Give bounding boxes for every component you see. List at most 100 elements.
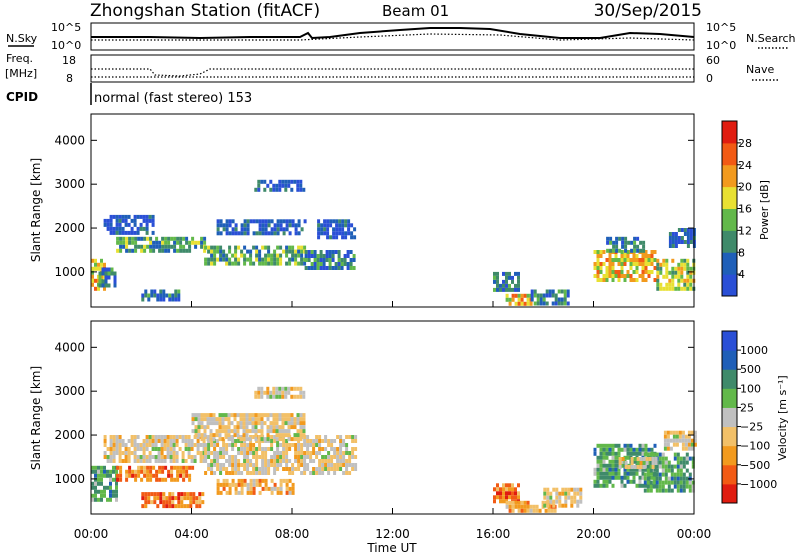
heatmap-cell bbox=[605, 258, 609, 262]
heatmap-cell bbox=[169, 451, 173, 455]
heatmap-cell bbox=[618, 457, 622, 461]
heatmap-cell bbox=[579, 487, 583, 492]
heatmap-cell bbox=[100, 469, 103, 474]
heatmap-cell bbox=[299, 421, 303, 426]
heatmap-cell bbox=[683, 278, 687, 283]
heatmap-cell bbox=[611, 443, 615, 448]
heatmap-cell bbox=[276, 261, 280, 266]
heatmap-cell bbox=[269, 425, 273, 430]
heatmap-cell bbox=[315, 471, 319, 475]
heatmap-cell bbox=[281, 386, 285, 391]
heatmap-cell bbox=[246, 443, 250, 447]
heatmap-cell bbox=[632, 262, 636, 266]
heatmap-cell bbox=[194, 417, 198, 422]
heatmap-cell bbox=[94, 266, 97, 271]
heatmap-cell bbox=[97, 465, 100, 470]
heatmap-cell bbox=[633, 240, 637, 245]
heatmap-cell bbox=[573, 499, 577, 504]
heatmap-cell bbox=[209, 429, 213, 434]
heatmap-cell bbox=[200, 421, 204, 426]
heatmap-cell bbox=[160, 443, 164, 447]
heatmap-cell bbox=[635, 262, 639, 266]
heatmap-cell bbox=[630, 240, 634, 245]
heatmap-cell bbox=[207, 249, 211, 254]
heatmap-cell bbox=[665, 262, 669, 267]
heatmap-cell bbox=[109, 222, 113, 227]
heatmap-cell bbox=[177, 297, 181, 302]
figure-title: Zhongshan Station (fitACF) bbox=[90, 1, 320, 21]
heatmap-cell bbox=[106, 473, 109, 478]
heatmap-cell bbox=[664, 460, 668, 465]
heatmap-cell bbox=[184, 443, 188, 447]
heatmap-cell bbox=[94, 262, 97, 267]
heatmap-cell bbox=[240, 443, 244, 447]
heatmap-cell bbox=[291, 257, 295, 262]
heatmap-cell bbox=[209, 421, 213, 426]
heatmap-cell bbox=[261, 459, 265, 463]
heatmap-cell bbox=[246, 482, 250, 487]
heatmap-cell bbox=[606, 236, 610, 241]
heatmap-cell bbox=[315, 451, 319, 455]
velocity-colorbar-label: Velocity [m s⁻¹] bbox=[776, 375, 789, 460]
heatmap-cell bbox=[683, 282, 687, 287]
heatmap-cell bbox=[335, 231, 339, 236]
heatmap-cell bbox=[609, 236, 613, 241]
heatmap-cell bbox=[276, 219, 280, 224]
heatmap-cell bbox=[94, 286, 97, 291]
heatmap-cell bbox=[533, 293, 537, 298]
heatmap-cell bbox=[261, 261, 265, 266]
heatmap-cell bbox=[666, 438, 670, 443]
heatmap-cell bbox=[682, 484, 686, 489]
heatmap-cell bbox=[673, 476, 677, 481]
heatmap-cell bbox=[144, 496, 148, 501]
heatmap-cell bbox=[216, 459, 220, 463]
heatmap-cell bbox=[130, 226, 134, 231]
heatmap-cell bbox=[296, 417, 300, 422]
heatmap-cell bbox=[172, 439, 176, 443]
heatmap-cell bbox=[94, 481, 97, 486]
heatmap-cell bbox=[180, 492, 184, 497]
heatmap-cell bbox=[266, 437, 270, 442]
heatmap-cell bbox=[127, 439, 131, 443]
heatmap-cell bbox=[106, 455, 110, 459]
heatmap-cell bbox=[249, 486, 253, 491]
heatmap-cell bbox=[155, 469, 159, 474]
heatmap-cell bbox=[270, 219, 274, 224]
heatmap-cell bbox=[605, 483, 609, 488]
heatmap-cell bbox=[213, 471, 217, 475]
heatmap-cell bbox=[228, 223, 232, 228]
heatmap-cell bbox=[246, 219, 250, 224]
heatmap-cell bbox=[335, 235, 339, 240]
heatmap-cell bbox=[163, 459, 167, 463]
colorbar-swatch bbox=[722, 331, 737, 351]
heatmap-cell bbox=[656, 286, 660, 291]
heatmap-cell bbox=[246, 467, 250, 471]
heatmap-cell bbox=[608, 443, 612, 448]
heatmap-cell bbox=[614, 274, 618, 278]
heatmap-cell bbox=[179, 244, 183, 249]
heatmap-cell bbox=[675, 438, 679, 443]
heatmap-cell bbox=[279, 443, 283, 447]
heatmap-cell bbox=[281, 429, 285, 434]
heatmap-cell bbox=[641, 451, 645, 456]
heatmap-cell bbox=[330, 455, 334, 459]
heatmap-cell bbox=[302, 394, 306, 399]
heatmap-cell bbox=[673, 480, 677, 485]
heatmap-cell bbox=[656, 270, 660, 275]
heatmap-cell bbox=[254, 417, 258, 422]
heatmap-cell bbox=[225, 231, 229, 236]
heatmap-cell bbox=[309, 455, 313, 459]
xtick-label: 00:00 bbox=[677, 527, 712, 541]
heatmap-cell bbox=[184, 439, 188, 443]
heatmap-cell bbox=[260, 425, 264, 430]
heatmap-cell bbox=[291, 249, 295, 254]
heatmap-cell bbox=[676, 476, 680, 481]
heatmap-cell bbox=[629, 274, 633, 278]
heatmap-cell bbox=[296, 421, 300, 426]
heatmap-cell bbox=[667, 468, 671, 473]
heatmap-cell bbox=[626, 250, 630, 254]
heatmap-cell bbox=[159, 289, 163, 294]
heatmap-cell bbox=[254, 429, 258, 434]
heatmap-cell bbox=[243, 482, 247, 487]
heatmap-cell bbox=[614, 471, 618, 476]
